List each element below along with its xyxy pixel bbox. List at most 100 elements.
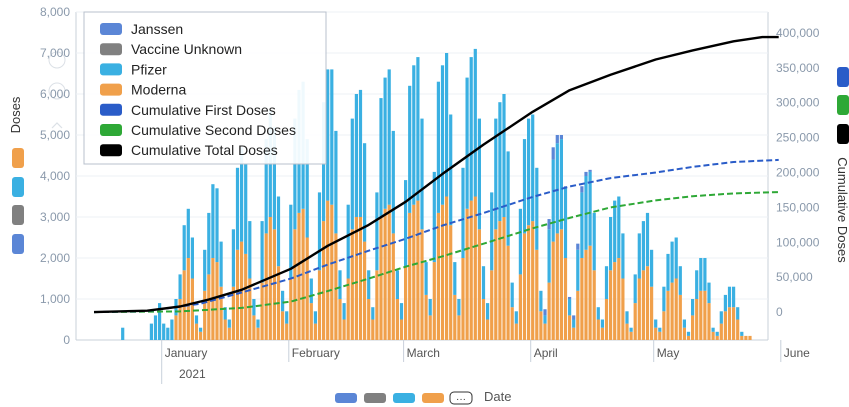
bar-pfizer[interactable]: [596, 307, 600, 320]
bar-pfizer[interactable]: [490, 192, 494, 271]
bar-pfizer[interactable]: [219, 241, 223, 287]
bar-moderna[interactable]: [576, 290, 580, 340]
bar-pfizer[interactable]: [625, 311, 629, 324]
bar-pfizer[interactable]: [715, 331, 719, 336]
bar-moderna[interactable]: [600, 327, 604, 340]
bar-moderna[interactable]: [375, 270, 379, 340]
bar-pfizer[interactable]: [522, 139, 527, 234]
bar-pfizer[interactable]: [699, 258, 703, 291]
bar-moderna[interactable]: [330, 204, 334, 340]
bar-moderna[interactable]: [244, 253, 248, 340]
bar-pfizer[interactable]: [162, 323, 166, 340]
pan-up-icon[interactable]: [51, 122, 63, 129]
bar-pfizer[interactable]: [404, 180, 408, 267]
bar-moderna[interactable]: [207, 274, 211, 340]
bar-pfizer[interactable]: [252, 299, 256, 316]
bar-moderna[interactable]: [416, 200, 420, 340]
bar-pfizer[interactable]: [207, 212, 211, 275]
bar-moderna[interactable]: [371, 319, 375, 341]
bar-moderna[interactable]: [490, 270, 494, 340]
bar-moderna[interactable]: [338, 299, 342, 340]
bar-pfizer[interactable]: [617, 196, 621, 259]
bar-pfizer[interactable]: [367, 270, 371, 299]
bar-pfizer[interactable]: [707, 282, 711, 304]
bar-pfizer[interactable]: [531, 114, 535, 222]
bar-moderna[interactable]: [305, 237, 309, 341]
bar-pfizer[interactable]: [670, 241, 674, 283]
bar-moderna[interactable]: [736, 319, 740, 341]
bar-moderna[interactable]: [219, 286, 223, 340]
bar-pfizer[interactable]: [436, 81, 440, 213]
bar-pfizer[interactable]: [609, 217, 613, 271]
bar-moderna[interactable]: [658, 331, 662, 340]
bar-pfizer[interactable]: [309, 278, 313, 304]
bar-moderna[interactable]: [465, 208, 469, 340]
bar-pfizer[interactable]: [637, 233, 641, 279]
bar-pfizer[interactable]: [723, 294, 727, 312]
bar-pfizer[interactable]: [506, 151, 510, 246]
bar-pfizer[interactable]: [215, 188, 219, 263]
legend-label[interactable]: Cumulative Total Doses: [131, 142, 278, 158]
legend-swatch[interactable]: [100, 144, 122, 157]
bar-pfizer[interactable]: [473, 48, 477, 197]
chip-janssen-left[interactable]: [12, 234, 24, 254]
bar-pfizer[interactable]: [621, 233, 625, 279]
legend-label[interactable]: Janssen: [131, 21, 183, 37]
bar-janssen[interactable]: [584, 171, 588, 176]
bar-moderna[interactable]: [641, 270, 645, 340]
legend-swatch[interactable]: [100, 124, 122, 136]
bar-pfizer[interactable]: [559, 139, 563, 230]
bar-moderna[interactable]: [547, 282, 551, 340]
bar-moderna[interactable]: [543, 323, 547, 340]
bar-pfizer[interactable]: [281, 290, 285, 312]
bar-moderna[interactable]: [494, 229, 498, 340]
bar-pfizer[interactable]: [199, 327, 203, 332]
bar-moderna[interactable]: [350, 229, 354, 340]
bar-moderna[interactable]: [719, 323, 723, 340]
bar-pfizer[interactable]: [633, 274, 637, 304]
bar-pfizer[interactable]: [260, 221, 264, 283]
bar-moderna[interactable]: [584, 249, 588, 340]
bar-pfizer[interactable]: [428, 299, 432, 316]
bar-pfizer[interactable]: [121, 327, 125, 340]
bar-moderna[interactable]: [223, 319, 227, 341]
bar-pfizer[interactable]: [678, 266, 682, 295]
bar-janssen[interactable]: [547, 219, 551, 230]
bar-pfizer[interactable]: [276, 196, 281, 267]
bar-pfizer[interactable]: [182, 225, 186, 271]
bar-pfizer[interactable]: [158, 303, 162, 340]
bar-pfizer[interactable]: [666, 253, 670, 291]
chip-unknown-left[interactable]: [12, 205, 24, 225]
bar-pfizer[interactable]: [231, 229, 235, 287]
bar-pfizer[interactable]: [461, 167, 465, 258]
bar-pfizer[interactable]: [256, 319, 260, 328]
bar-pfizer[interactable]: [285, 311, 289, 324]
bar-moderna[interactable]: [477, 229, 481, 340]
bar-pfizer[interactable]: [235, 167, 240, 250]
bar-moderna[interactable]: [399, 319, 404, 341]
bar-pfizer[interactable]: [153, 315, 158, 340]
bar-pfizer[interactable]: [346, 204, 350, 279]
bar-pfizer[interactable]: [338, 270, 342, 299]
bar-moderna[interactable]: [604, 299, 609, 340]
bar-moderna[interactable]: [522, 233, 527, 340]
bar-moderna[interactable]: [691, 315, 695, 340]
bar-moderna[interactable]: [461, 258, 465, 340]
bar-janssen[interactable]: [588, 169, 592, 172]
bar-janssen[interactable]: [543, 309, 547, 316]
bar-moderna[interactable]: [617, 258, 621, 340]
bar-pfizer[interactable]: [703, 258, 707, 291]
bar-moderna[interactable]: [473, 196, 477, 341]
bar-pfizer[interactable]: [379, 98, 383, 217]
bar-moderna[interactable]: [682, 327, 686, 340]
bar-pfizer[interactable]: [317, 192, 322, 271]
bar-pfizer[interactable]: [539, 290, 543, 312]
bar-moderna[interactable]: [354, 217, 358, 340]
bar-pfizer[interactable]: [629, 327, 633, 332]
bar-moderna[interactable]: [404, 266, 408, 340]
bar-pfizer[interactable]: [555, 143, 559, 234]
bar-moderna[interactable]: [715, 335, 719, 340]
bar-moderna[interactable]: [613, 262, 617, 340]
bar-moderna[interactable]: [256, 327, 260, 340]
bar-moderna[interactable]: [633, 303, 637, 340]
